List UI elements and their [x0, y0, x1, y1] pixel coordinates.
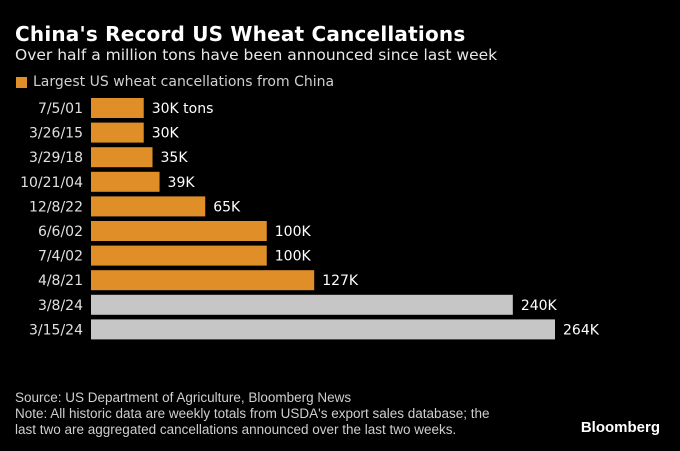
- source-note: Source: US Department of Agriculture, Bl…: [15, 390, 352, 405]
- category-label: 3/26/15: [29, 126, 83, 142]
- category-label: 7/5/01: [38, 101, 83, 117]
- category-label: 12/8/22: [29, 199, 83, 215]
- bar: [91, 122, 144, 143]
- data-label: 35K: [161, 150, 189, 166]
- legend-swatch: [16, 76, 27, 88]
- category-label: 7/4/02: [38, 249, 83, 265]
- legend: Largest US wheat cancellations from Chin…: [16, 74, 334, 90]
- data-label: 30K tons: [152, 101, 214, 117]
- category-label: 3/29/18: [29, 150, 83, 166]
- category-label: 3/15/24: [29, 322, 83, 338]
- data-label: 264K: [563, 322, 600, 338]
- bar: [91, 221, 267, 241]
- chart-subtitle: Over half a million tons have been annou…: [15, 46, 498, 64]
- category-label: 3/8/24: [38, 298, 83, 314]
- bar: [91, 147, 153, 168]
- chart-title: China's Record US Wheat Cancellations: [15, 22, 466, 46]
- bar: [91, 171, 160, 192]
- category-label: 10/21/04: [20, 175, 83, 191]
- data-label: 39K: [168, 175, 196, 191]
- category-label: 4/8/21: [38, 273, 83, 289]
- category-label: 6/6/02: [38, 224, 83, 240]
- legend-label: Largest US wheat cancellations from Chin…: [33, 74, 335, 90]
- bar: [91, 294, 513, 315]
- note-line-2: last two are aggregated cancellations an…: [15, 422, 457, 437]
- bloomberg-logo: Bloomberg: [580, 419, 660, 436]
- footer: Source: US Department of Agriculture, Bl…: [15, 390, 490, 438]
- bar: [91, 245, 267, 266]
- bar: [91, 98, 144, 118]
- bar: [91, 270, 315, 291]
- data-label: 30K: [152, 126, 180, 142]
- data-label: 65K: [213, 199, 241, 215]
- data-label: 127K: [322, 273, 359, 289]
- bar: [91, 319, 555, 340]
- data-label: 100K: [275, 249, 312, 265]
- bar: [91, 196, 206, 217]
- data-label: 240K: [521, 298, 558, 314]
- data-label: 100K: [275, 224, 312, 240]
- note-line-1: Note: All historic data are weekly total…: [15, 406, 490, 421]
